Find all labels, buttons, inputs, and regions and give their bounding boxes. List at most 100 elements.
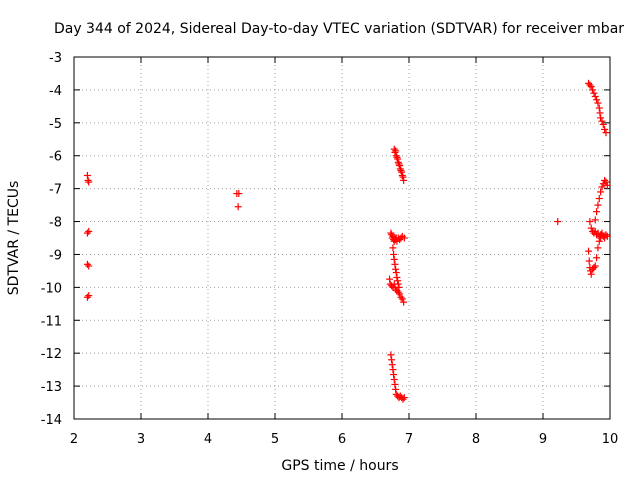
data-point bbox=[593, 96, 601, 104]
data-point bbox=[398, 168, 406, 176]
x-tick-label: 9 bbox=[539, 432, 547, 447]
y-tick-label: -7 bbox=[49, 183, 62, 198]
data-point bbox=[386, 275, 394, 283]
data-point bbox=[83, 171, 91, 179]
y-tick-label: -9 bbox=[49, 248, 62, 263]
data-point bbox=[388, 361, 396, 369]
data-point bbox=[85, 227, 93, 235]
data-point bbox=[83, 229, 91, 237]
y-tick-label: -3 bbox=[49, 51, 62, 66]
data-point bbox=[597, 188, 605, 196]
data-point bbox=[400, 394, 408, 402]
data-point bbox=[601, 176, 609, 184]
data-point bbox=[394, 155, 402, 163]
x-tick-label: 10 bbox=[602, 432, 619, 447]
data-point bbox=[85, 262, 93, 270]
data-point bbox=[591, 92, 599, 100]
data-point bbox=[586, 81, 594, 89]
data-point bbox=[398, 171, 406, 179]
data-point bbox=[400, 298, 408, 306]
data-point bbox=[594, 201, 602, 209]
data-point bbox=[597, 114, 605, 122]
grid-lines bbox=[74, 57, 610, 419]
data-point bbox=[235, 190, 243, 198]
x-axis-label: GPS time / hours bbox=[281, 458, 398, 474]
data-point bbox=[586, 218, 594, 226]
data-point bbox=[554, 218, 562, 226]
data-point bbox=[590, 264, 598, 272]
data-point bbox=[585, 257, 593, 265]
data-point bbox=[84, 176, 92, 184]
data-point bbox=[400, 176, 408, 184]
data-point bbox=[587, 270, 595, 278]
data-point bbox=[390, 280, 398, 288]
data-point bbox=[598, 183, 606, 191]
data-point bbox=[589, 86, 597, 94]
data-point bbox=[603, 232, 611, 240]
y-tick-label: -4 bbox=[49, 84, 62, 99]
data-point bbox=[400, 234, 408, 242]
data-point bbox=[593, 254, 601, 262]
data-point bbox=[85, 178, 93, 186]
data-point bbox=[391, 260, 399, 268]
data-point bbox=[387, 351, 395, 359]
y-tick-label: -10 bbox=[41, 281, 62, 296]
data-point bbox=[399, 173, 407, 181]
data-point bbox=[587, 83, 595, 91]
data-point bbox=[594, 244, 602, 252]
axis-ticks bbox=[73, 56, 611, 420]
x-tick-label: 4 bbox=[204, 432, 212, 447]
x-tick-labels: 2 3 4 5 6 7 8 9 10 bbox=[70, 432, 618, 447]
data-point bbox=[391, 148, 399, 156]
x-tick-label: 5 bbox=[271, 432, 279, 447]
data-point bbox=[393, 153, 401, 161]
data-point bbox=[394, 288, 402, 296]
x-tick-label: 2 bbox=[70, 432, 78, 447]
data-point bbox=[397, 293, 405, 301]
x-tick-label: 7 bbox=[405, 432, 413, 447]
y-tick-label: -14 bbox=[41, 413, 62, 428]
data-point bbox=[394, 277, 402, 285]
y-tick-label: -12 bbox=[41, 347, 62, 362]
data-point bbox=[393, 273, 401, 281]
data-point bbox=[389, 244, 397, 252]
data-point bbox=[396, 165, 404, 173]
data-point bbox=[394, 158, 402, 166]
data-point bbox=[390, 145, 398, 153]
data-point bbox=[390, 255, 398, 263]
data-point bbox=[397, 167, 405, 175]
y-tick-label: -5 bbox=[49, 117, 62, 132]
data-point bbox=[595, 104, 603, 112]
data-point bbox=[591, 262, 599, 270]
data-point bbox=[392, 385, 400, 393]
data-point bbox=[601, 125, 609, 133]
chart-title: Day 344 of 2024, Sidereal Day-to-day VTE… bbox=[54, 21, 624, 37]
data-point bbox=[585, 247, 593, 255]
data-point bbox=[234, 203, 242, 211]
x-tick-label: 6 bbox=[338, 432, 346, 447]
x-tick-label: 3 bbox=[137, 432, 145, 447]
data-point bbox=[390, 250, 398, 258]
data-point bbox=[392, 147, 400, 155]
data-point bbox=[602, 178, 610, 186]
y-tick-label: -8 bbox=[49, 216, 62, 231]
data-point bbox=[392, 152, 400, 160]
data-point bbox=[392, 265, 400, 273]
data-point bbox=[396, 162, 404, 170]
data-point bbox=[603, 181, 611, 189]
data-point bbox=[83, 293, 91, 301]
data-point bbox=[598, 117, 606, 125]
data-point bbox=[596, 109, 604, 117]
data-point bbox=[396, 290, 404, 298]
data-point bbox=[388, 356, 396, 364]
data-point bbox=[388, 231, 396, 239]
y-tick-labels: -3 -4 -5 -6 -7 -8 -9 -10 -11 -12 -13 -14 bbox=[41, 51, 62, 428]
data-points bbox=[83, 79, 611, 403]
data-point bbox=[399, 395, 407, 403]
data-point bbox=[398, 295, 406, 303]
data-point bbox=[390, 376, 398, 384]
data-point bbox=[590, 89, 598, 97]
data-point bbox=[595, 237, 603, 245]
data-point bbox=[597, 234, 605, 242]
